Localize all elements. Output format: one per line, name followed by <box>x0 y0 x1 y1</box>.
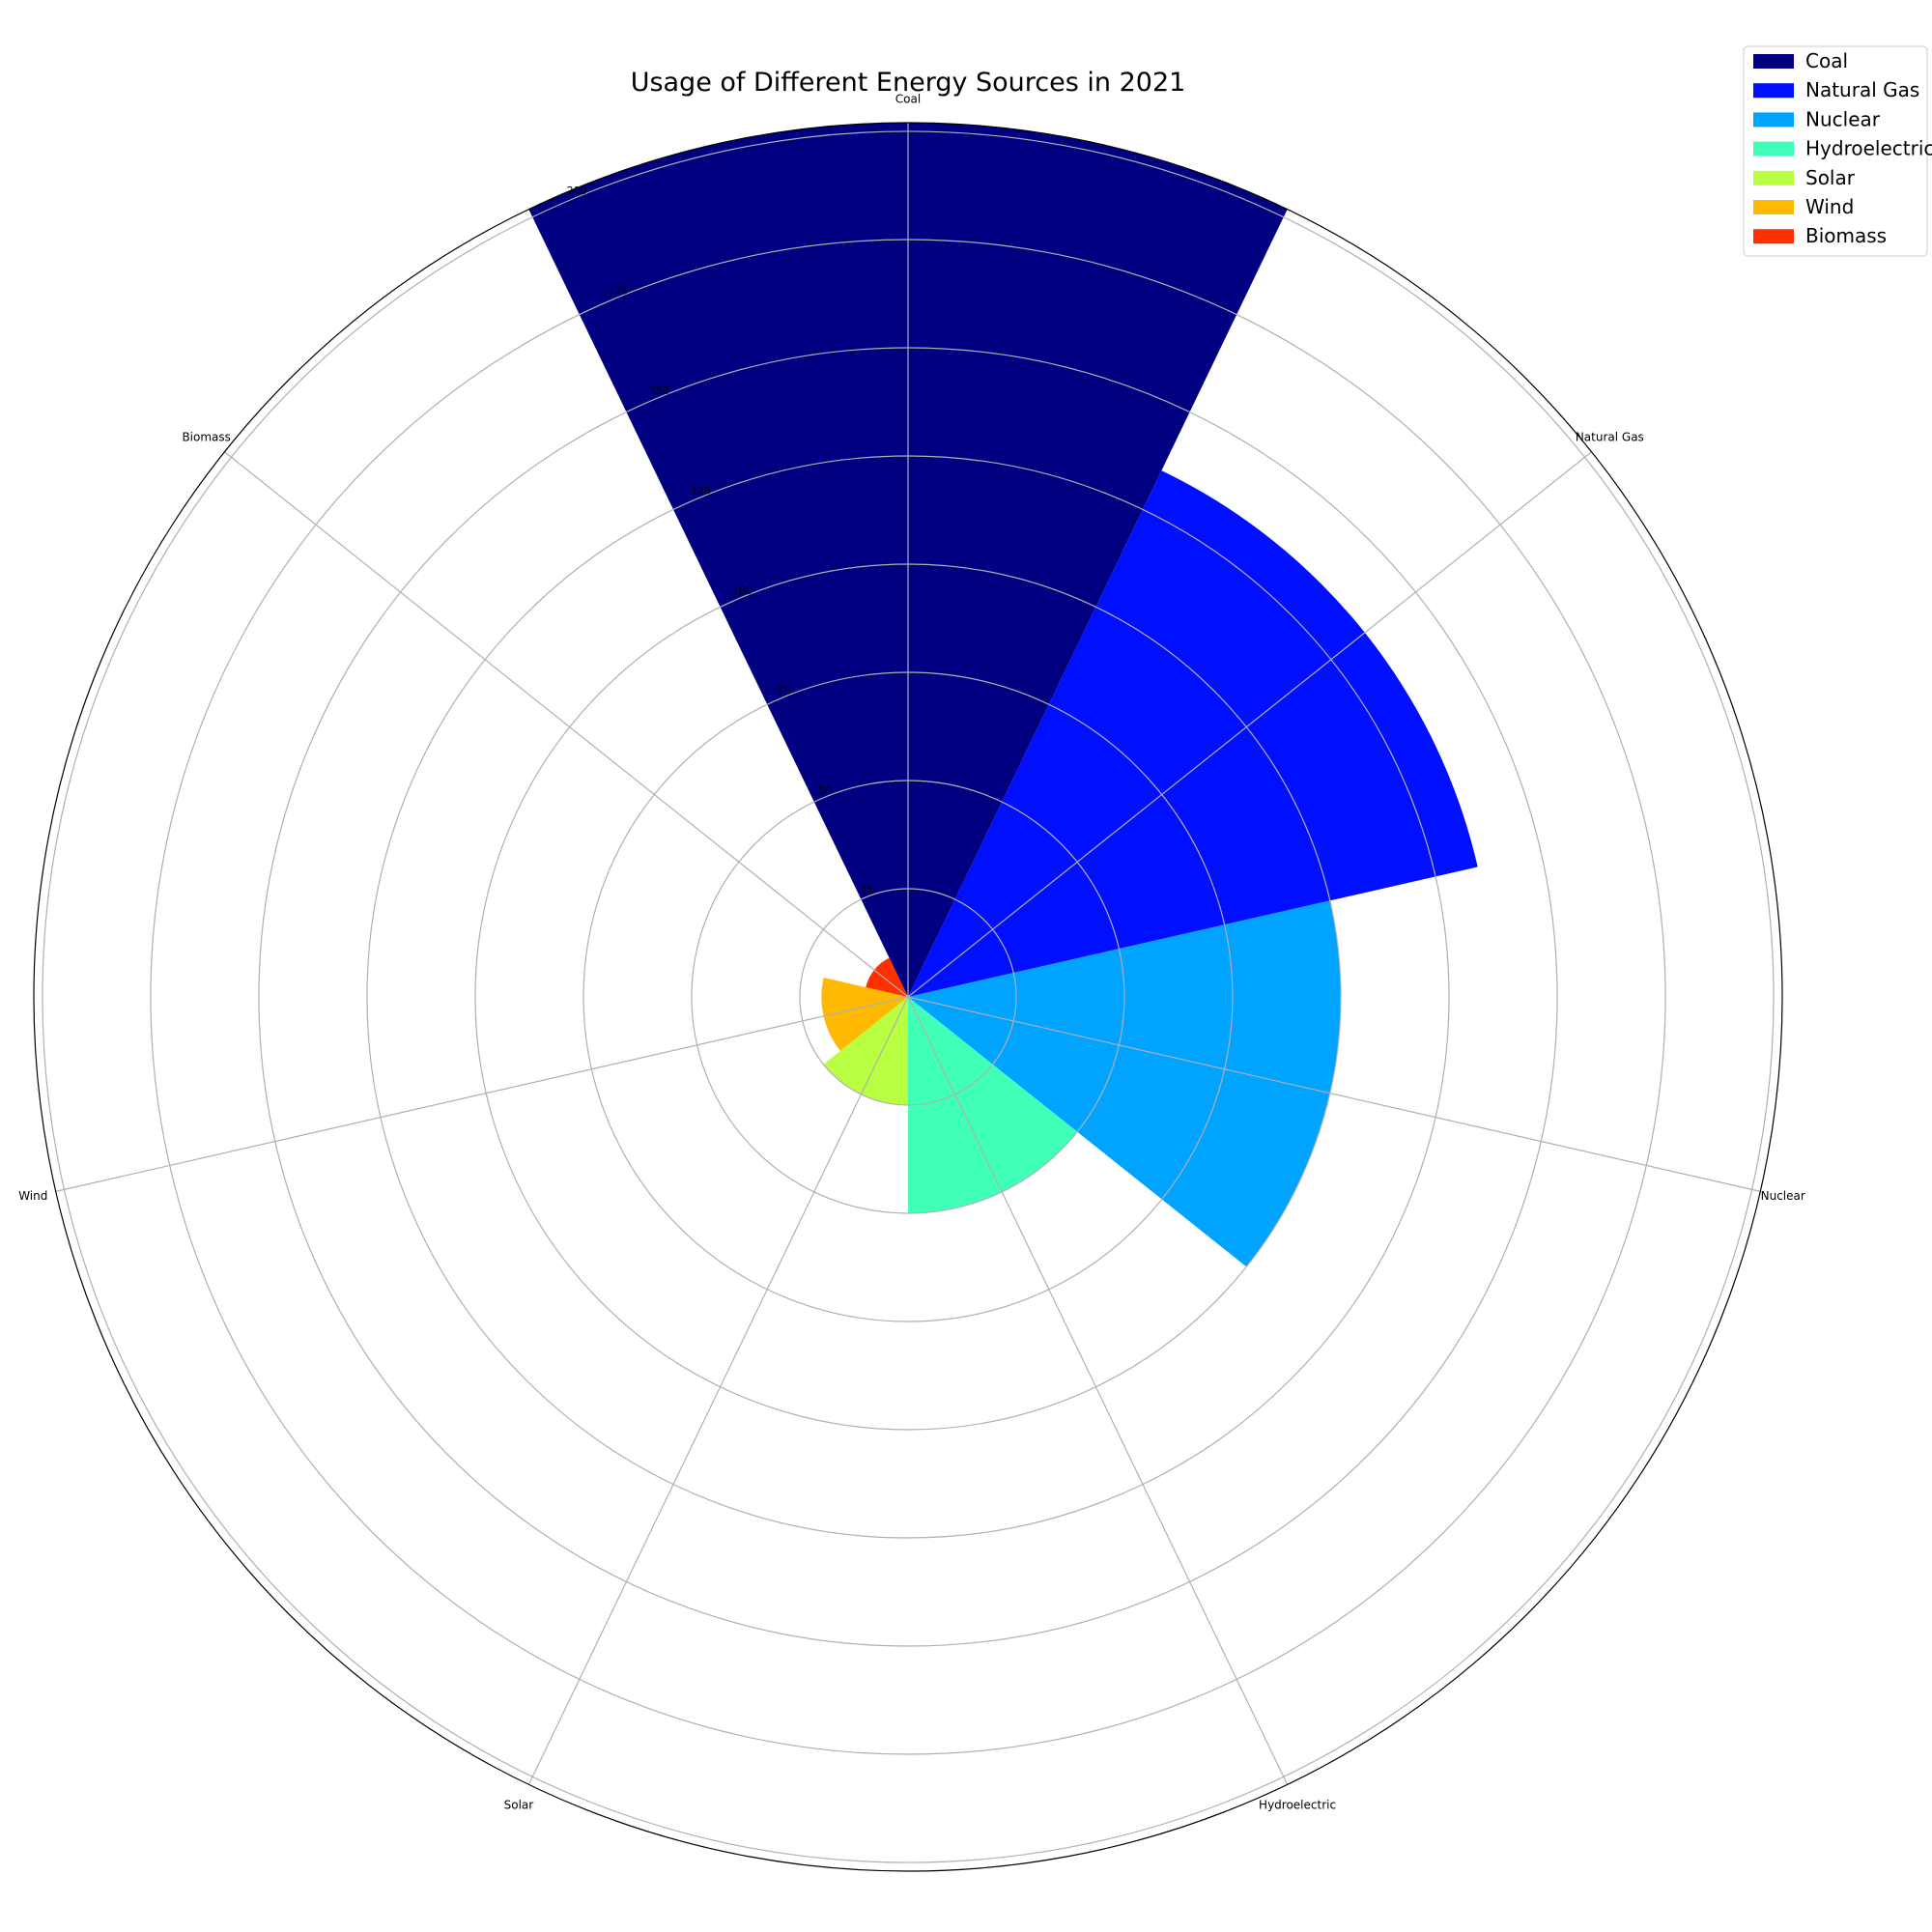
legend: Coal Natural Gas Nuclear Hydroelectric Solar… <box>1743 45 1932 257</box>
grid-layer <box>42 123 1775 1863</box>
radial-tick-label: 200 <box>567 185 587 197</box>
legend-label-biomass: Biomass <box>1805 224 1887 247</box>
legend-swatch-biomass <box>1753 229 1794 244</box>
grid-spoke <box>55 996 909 1192</box>
bar-solar <box>823 997 908 1106</box>
legend-swatch-nuclear <box>1753 112 1794 128</box>
bars-layer <box>528 123 1478 1267</box>
legend-swatch-solar <box>1753 170 1794 185</box>
legend-swatch-wind <box>1753 200 1794 214</box>
radial-tick-labels: 25 50 75 100 125 150 175 200 <box>567 185 874 896</box>
grid-spoke <box>224 451 909 998</box>
grid-spoke <box>907 451 1592 998</box>
legend-swatch-coal <box>1753 54 1794 69</box>
grid-spoke <box>527 996 909 1785</box>
bar-wind <box>821 978 908 1051</box>
legend-label-natural-gas: Natural Gas <box>1805 78 1919 101</box>
polar-frame <box>33 122 1783 1872</box>
legend-swatch-hydroelectric <box>1753 141 1794 156</box>
legend-label-solar: Solar <box>1805 166 1856 189</box>
legend-swatch-natural-gas <box>1753 83 1794 99</box>
grid-spoke <box>907 996 1761 1192</box>
radial-tick-label: 100 <box>732 584 753 597</box>
legend-label-hydroelectric: Hydroelectric <box>1805 137 1932 160</box>
radial-tick-label: 75 <box>777 685 790 697</box>
bar-hydroelectric <box>908 997 1078 1214</box>
legend-label-wind: Wind <box>1805 195 1854 218</box>
legend-label-nuclear: Nuclear <box>1805 107 1881 130</box>
category-labels: Coal Natural Gas Nuclear Hydroelectric Solar… <box>18 93 1805 1812</box>
legend-label-coal: Coal <box>1805 49 1848 72</box>
radial-tick-label: 50 <box>818 784 832 797</box>
category-label-natural-gas: Natural Gas <box>1576 430 1644 443</box>
category-label-hydroelectric: Hydroelectric <box>1259 1799 1336 1812</box>
category-label-nuclear: Nuclear <box>1761 1189 1805 1203</box>
radial-tick-label: 150 <box>649 384 669 397</box>
category-label-wind: Wind <box>18 1189 47 1203</box>
category-label-solar: Solar <box>504 1799 534 1812</box>
bar-natural-gas <box>908 470 1478 997</box>
chart-title: Usage of Different Energy Sources in 202… <box>631 68 1186 98</box>
radial-tick-label: 125 <box>691 485 711 497</box>
category-label-coal: Coal <box>895 93 921 106</box>
grid-spoke <box>907 996 1289 1785</box>
bar-biomass <box>866 957 908 997</box>
radial-tick-label: 175 <box>608 285 628 298</box>
radial-tick-label: 25 <box>860 885 873 897</box>
category-label-biomass: Biomass <box>182 430 230 443</box>
